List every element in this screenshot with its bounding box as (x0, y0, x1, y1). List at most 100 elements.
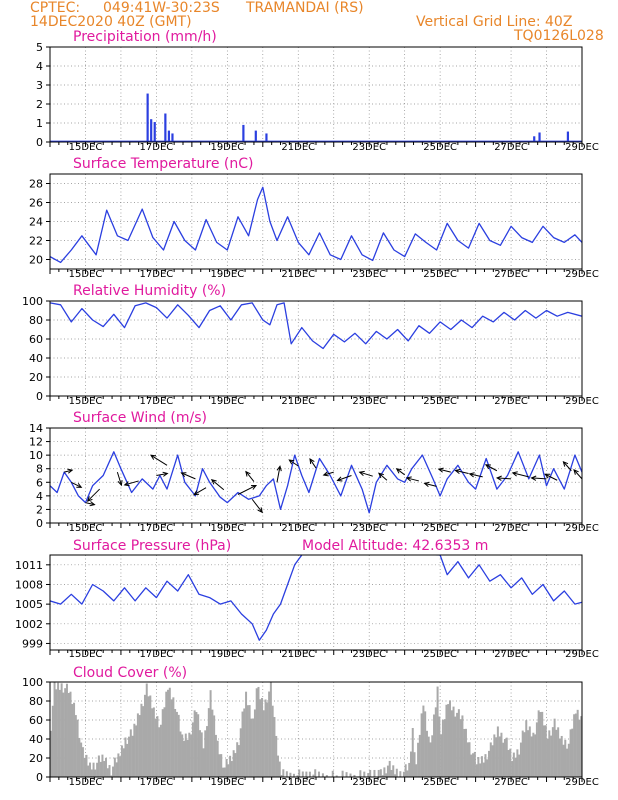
cloud-bar (308, 771, 311, 777)
cloud-bar (535, 722, 538, 777)
cloud-bar (117, 753, 120, 777)
cloud-bar (253, 709, 256, 777)
cloud-bar (67, 693, 70, 777)
cloud-bar (495, 737, 498, 777)
cloud-bar (392, 765, 395, 777)
cloud-bar (168, 687, 171, 777)
cloud-bar (459, 719, 462, 777)
cloud-bar (172, 697, 175, 777)
cloud-bar (104, 757, 107, 777)
x-date-label: 15DEC (69, 777, 103, 788)
cloud-bar (475, 764, 478, 777)
cloud-bar (92, 762, 95, 777)
cloud-bar (493, 734, 496, 777)
cloud-bar (514, 757, 517, 777)
precip-bar (265, 133, 268, 142)
x-date-label: 23DEC (352, 142, 386, 153)
y-tick-label: 5 (36, 41, 43, 54)
cloud-bar (285, 771, 288, 777)
x-date-label: 15DEC (69, 523, 103, 534)
cloud-bar (373, 769, 376, 777)
cloud-bar (259, 699, 262, 777)
cloud-bar (207, 708, 210, 777)
x-date-label: 17DEC (140, 523, 174, 534)
wind-vector (337, 475, 352, 481)
cloud-bar (505, 737, 508, 777)
cloud-bar (202, 748, 205, 777)
cloud-bar (74, 715, 77, 777)
cloud-bar (122, 748, 125, 777)
cloud-bar (55, 689, 58, 777)
cloud-bar (296, 775, 299, 777)
panel-data-2 (50, 186, 582, 264)
x-date-label: 23DEC (352, 777, 386, 788)
cloud-bar (452, 706, 455, 777)
cloud-bar (257, 686, 260, 777)
y-tick-label: 3 (36, 79, 43, 92)
wind-vector (512, 472, 529, 478)
cloud-bar (557, 727, 560, 777)
cloud-bar (553, 718, 556, 777)
cloud-bar (50, 730, 52, 777)
y-tick-label: 0 (36, 771, 43, 784)
cloud-bar (472, 753, 475, 777)
cloud-bar (363, 771, 366, 777)
cloud-bar (528, 726, 531, 777)
cloud-bar (83, 757, 86, 777)
wind-vector (531, 477, 547, 480)
cloud-bar (167, 689, 170, 777)
wind-arrowhead (454, 468, 461, 474)
cloud-bar (106, 768, 109, 777)
cloud-bar (440, 734, 443, 777)
x-date-label: 19DEC (210, 142, 244, 153)
cloud-bar (73, 702, 76, 777)
panel-title-2: Surface Temperature (nC) (73, 156, 254, 172)
x-date-label: 19DEC (210, 523, 244, 534)
cloud-bar (415, 764, 418, 777)
precip-bar (566, 131, 570, 142)
wind-arrowhead (86, 496, 93, 502)
cloud-bar (62, 692, 65, 777)
cloud-bar (115, 762, 118, 777)
wind-arrowhead (288, 459, 295, 465)
cloud-bar (473, 751, 476, 777)
wind-arrowhead (322, 471, 329, 477)
cloud-bar (450, 710, 453, 777)
cloud-bar (434, 707, 437, 777)
cloud-bar (527, 730, 530, 777)
y-tick-label: 24 (29, 216, 43, 229)
cloud-bar (229, 755, 232, 777)
cloud-bar (441, 719, 444, 777)
cloud-bar (537, 710, 540, 777)
wind-vector (378, 472, 388, 481)
cloud-bar (76, 719, 79, 777)
x-date-label: 21DEC (281, 142, 315, 153)
cloud-bar (433, 714, 436, 777)
cloud-bar (516, 749, 519, 777)
wind-arrowhead (530, 475, 537, 481)
cloud-bar (239, 728, 242, 777)
wind-arrowhead (150, 454, 157, 460)
wind-vector (85, 502, 95, 506)
y-tick-label: 1008 (15, 578, 43, 591)
wind-vector (562, 461, 572, 472)
x-date-label: 15DEC (69, 649, 103, 660)
wind-vector (497, 477, 512, 480)
cloud-bar (461, 715, 464, 777)
cloud-bar (463, 728, 466, 777)
cloud-bar (544, 725, 547, 777)
x-date-label: 29DEC (565, 269, 599, 280)
cloud-bar (388, 760, 391, 777)
cloud-bar (530, 736, 533, 777)
wind-vector (544, 473, 558, 481)
cloud-bar (341, 770, 344, 777)
cloud-bar (81, 747, 84, 777)
wind-arrowhead (378, 472, 384, 479)
cloud-bar (503, 739, 506, 777)
cloud-bar (359, 770, 362, 777)
cloud-bar (489, 742, 492, 777)
x-date-label: 25DEC (423, 649, 457, 660)
y-tick-label: 10 (29, 449, 43, 462)
wind-arrowhead (245, 470, 251, 477)
cloud-bar (156, 716, 159, 777)
